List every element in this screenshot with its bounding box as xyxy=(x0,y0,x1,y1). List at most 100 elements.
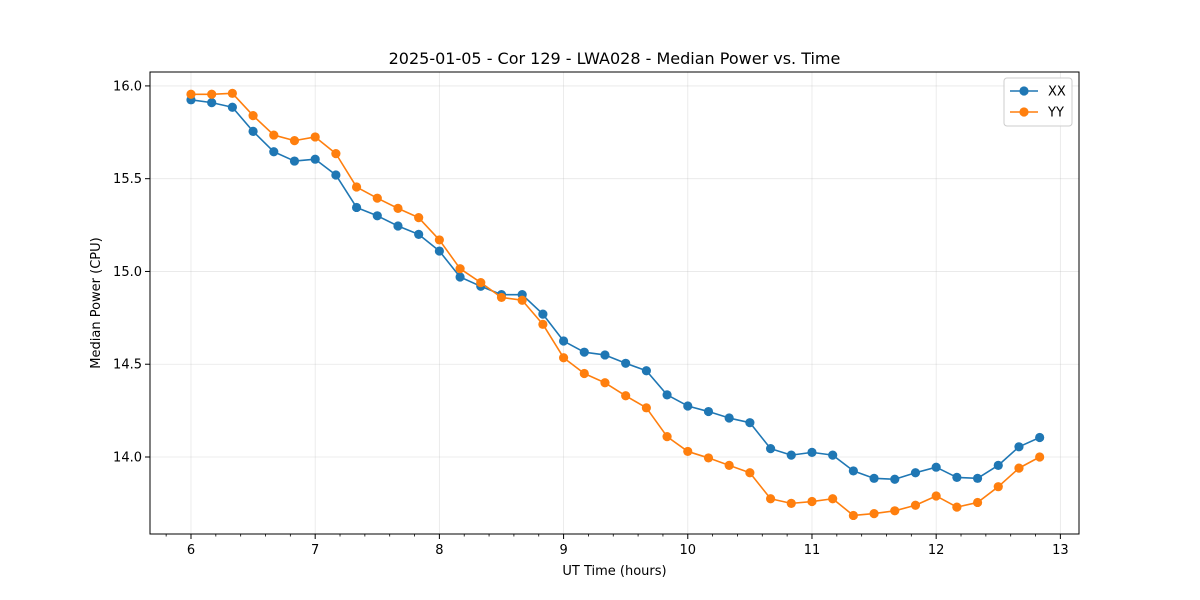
x-tick-label: 6 xyxy=(187,543,195,558)
data-point-xx xyxy=(331,170,341,180)
data-point-xx xyxy=(600,350,610,360)
data-point-yy xyxy=(683,446,693,457)
data-point-yy xyxy=(579,368,589,379)
data-point-yy xyxy=(662,431,672,442)
data-point-yy xyxy=(351,182,362,192)
data-point-yy xyxy=(538,319,548,329)
data-point-yy xyxy=(372,193,382,203)
data-point-yy xyxy=(807,496,817,507)
data-point-yy xyxy=(993,482,1003,492)
data-point-xx xyxy=(848,466,858,476)
series-xx xyxy=(186,95,1045,484)
data-point-xx xyxy=(869,473,879,483)
data-point-yy xyxy=(434,235,444,245)
data-point-xx xyxy=(248,126,258,136)
data-point-xx xyxy=(579,347,589,357)
data-point-yy xyxy=(910,500,921,510)
data-point-xx xyxy=(745,418,755,428)
data-point-yy xyxy=(765,494,776,504)
data-point-xx xyxy=(972,473,983,483)
data-point-yy xyxy=(269,130,279,140)
data-point-yy xyxy=(890,506,900,516)
y-axis-label: Median Power (CPU) xyxy=(89,237,104,368)
legend-marker-xx xyxy=(1019,86,1029,96)
data-point-xx xyxy=(993,460,1003,470)
data-point-xx xyxy=(558,336,569,346)
data-point-xx xyxy=(414,229,424,239)
legend-label-xx: XX xyxy=(1048,85,1066,100)
x-tick-label: 9 xyxy=(559,543,567,558)
legend: XX YY xyxy=(1003,77,1073,127)
data-point-yy xyxy=(848,510,858,521)
x-tick-label: 12 xyxy=(928,543,945,558)
data-point-yy xyxy=(600,378,610,388)
data-point-yy xyxy=(641,403,651,413)
data-point-xx xyxy=(910,468,921,478)
x-axis-label: UT Time (hours) xyxy=(562,564,666,579)
y-tick-label: 14.5 xyxy=(113,358,142,373)
axes-ticks: 6 7 8 9 10 11 12 13 14.0 14.5 15.0 15.5 16.0 xyxy=(113,79,1069,558)
data-point-yy xyxy=(621,391,631,401)
x-tick-label: 11 xyxy=(804,543,821,558)
data-point-xx xyxy=(683,401,693,411)
plot-frame xyxy=(149,71,1080,535)
data-point-xx xyxy=(310,154,320,164)
data-point-xx xyxy=(641,366,651,376)
data-point-xx xyxy=(807,447,817,457)
data-point-yy xyxy=(393,203,403,213)
data-point-xx xyxy=(890,474,900,484)
plot-series xyxy=(186,88,1045,521)
data-point-xx xyxy=(351,202,362,213)
data-point-xx xyxy=(227,102,237,112)
data-point-xx xyxy=(724,413,734,423)
data-point-yy xyxy=(1035,452,1045,462)
data-point-xx xyxy=(931,462,941,472)
data-point-xx xyxy=(372,211,382,221)
data-point-yy xyxy=(558,353,569,363)
grid xyxy=(150,72,1079,534)
data-point-yy xyxy=(703,453,714,463)
data-point-yy xyxy=(331,149,341,159)
data-point-yy xyxy=(310,132,320,142)
data-point-xx xyxy=(434,246,444,256)
data-point-xx xyxy=(952,472,962,483)
data-point-xx xyxy=(662,390,672,400)
data-point-xx xyxy=(207,98,217,108)
x-tick-label: 8 xyxy=(435,543,443,558)
data-point-xx xyxy=(786,450,796,460)
legend-marker-yy xyxy=(1019,107,1029,117)
legend-item-xx: XX xyxy=(1010,85,1066,100)
data-point-yy xyxy=(248,111,258,121)
x-tick-label: 10 xyxy=(680,543,697,558)
legend-label-yy: YY xyxy=(1047,106,1064,121)
data-point-yy xyxy=(517,295,527,305)
chart-title: 2025-01-05 - Cor 129 - LWA028 - Median P… xyxy=(389,49,841,68)
data-point-xx xyxy=(765,444,776,454)
data-point-yy xyxy=(931,491,941,501)
data-point-yy xyxy=(828,494,838,504)
data-point-yy xyxy=(476,277,486,288)
data-point-xx xyxy=(703,406,714,417)
data-point-yy xyxy=(952,502,962,512)
data-point-xx xyxy=(828,450,838,460)
legend-item-yy: YY xyxy=(1010,106,1064,121)
data-point-xx xyxy=(289,156,300,166)
data-point-yy xyxy=(972,497,983,508)
y-tick-label: 15.0 xyxy=(113,265,142,280)
data-point-yy xyxy=(496,292,507,303)
data-point-xx xyxy=(538,309,548,319)
data-point-yy xyxy=(414,213,424,223)
x-tick-label: 7 xyxy=(311,543,319,558)
data-point-xx xyxy=(1014,442,1024,452)
x-tick-label: 13 xyxy=(1052,543,1069,558)
data-point-yy xyxy=(186,89,196,99)
data-point-yy xyxy=(455,264,465,274)
data-point-xx xyxy=(393,221,403,231)
data-point-yy xyxy=(289,136,300,146)
data-point-yy xyxy=(227,88,237,98)
data-point-xx xyxy=(1035,432,1045,443)
series-yy xyxy=(186,88,1045,521)
data-point-yy xyxy=(1014,463,1024,473)
